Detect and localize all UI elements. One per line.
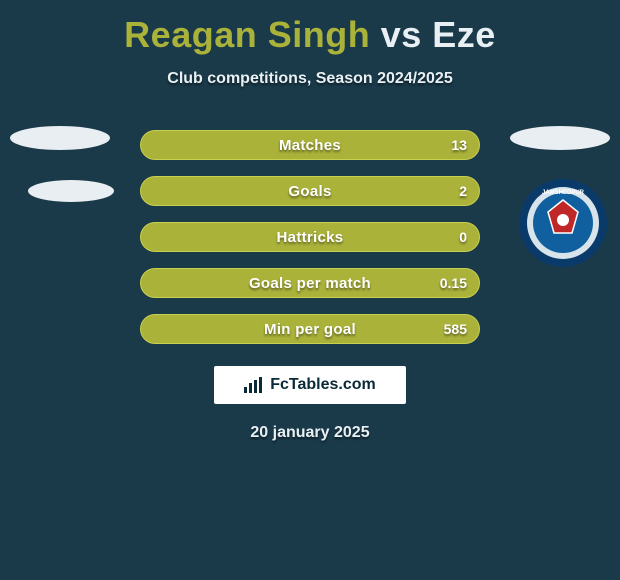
stat-label: Hattricks <box>277 229 344 246</box>
svg-text:JAMSHEDPUR: JAMSHEDPUR <box>542 190 585 196</box>
stat-right-value: 0 <box>459 229 467 245</box>
stat-right-value: 585 <box>444 321 467 337</box>
stat-right-value: 13 <box>451 137 467 153</box>
left-shadow-ellipse-1 <box>10 126 110 150</box>
stat-row-goals: Goals 2 <box>140 176 480 206</box>
left-shadow-ellipse-2 <box>28 180 114 202</box>
stats-container: Matches 13 Goals 2 Hattricks 0 Goals per… <box>140 130 480 344</box>
page-title: Reagan Singh vs Eze <box>124 14 496 56</box>
right-shadow-ellipse <box>510 126 610 150</box>
stat-row-min-per-goal: Min per goal 585 <box>140 314 480 344</box>
vs-label: vs <box>381 14 422 55</box>
stat-label: Min per goal <box>264 321 356 338</box>
branding-text: FcTables.com <box>270 376 376 394</box>
stat-label: Goals per match <box>249 275 371 292</box>
date-label: 20 january 2025 <box>250 424 369 442</box>
stat-right-value: 0.15 <box>440 275 467 291</box>
branding-badge: FcTables.com <box>214 366 406 404</box>
stat-row-goals-per-match: Goals per match 0.15 <box>140 268 480 298</box>
subtitle: Club competitions, Season 2024/2025 <box>167 70 452 88</box>
stat-label: Goals <box>288 183 331 200</box>
stat-label: Matches <box>279 137 341 154</box>
bars-icon <box>244 377 264 393</box>
stat-row-hattricks: Hattricks 0 <box>140 222 480 252</box>
stat-right-value: 2 <box>459 183 467 199</box>
club-badge: JAMSHEDPUR <box>518 178 608 268</box>
stat-row-matches: Matches 13 <box>140 130 480 160</box>
player1-name: Reagan Singh <box>124 14 370 55</box>
player2-name: Eze <box>432 14 496 55</box>
